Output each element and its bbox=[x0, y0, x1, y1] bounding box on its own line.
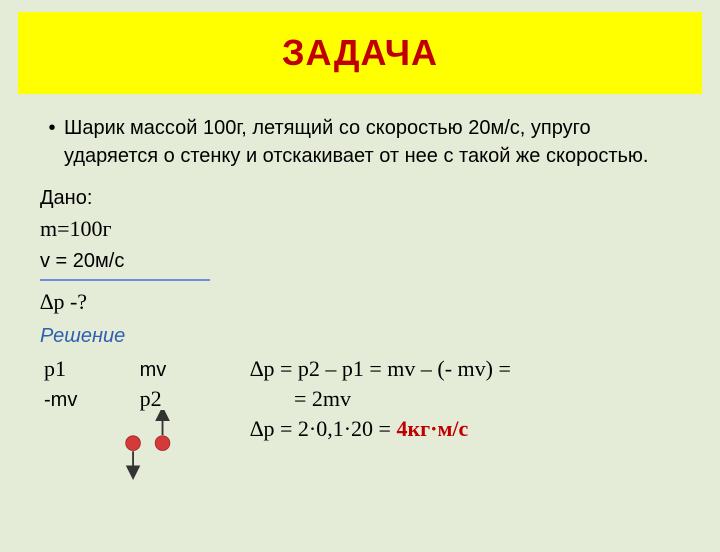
problem-statement: • Шарик массой 100г, летящий со скорость… bbox=[40, 114, 680, 170]
given-block: Дано: m=100г v = 20м/с ∆p -? Решение bbox=[40, 184, 680, 350]
given-label: Дано: bbox=[40, 184, 680, 212]
bullet-icon: • bbox=[40, 114, 64, 142]
derivation: ∆p = p2 – p1 = mv – (- mv) = = 2mv ∆p = … bbox=[250, 354, 511, 444]
label-mv: mv bbox=[140, 359, 167, 381]
slide-title: ЗАДАЧА bbox=[282, 32, 438, 74]
given-separator bbox=[40, 279, 210, 281]
given-v: v = 20м/с bbox=[40, 247, 680, 275]
label-p1: p1 bbox=[44, 354, 134, 384]
content-area: • Шарик массой 100г, летящий со скорость… bbox=[0, 94, 720, 504]
derivation-line-2: = 2mv bbox=[250, 384, 511, 414]
momentum-diagram bbox=[100, 410, 200, 480]
solution-area: p1 mv -mv p2 ∆p = p2 – p1 = mv – (- mv) … bbox=[40, 354, 680, 504]
solution-label: Решение bbox=[40, 322, 680, 350]
ball-right bbox=[155, 435, 170, 450]
title-banner: ЗАДАЧА bbox=[18, 12, 702, 94]
label-p2: p2 bbox=[140, 386, 162, 411]
final-answer: 4кг·м/с bbox=[396, 416, 468, 441]
problem-text: Шарик массой 100г, летящий со скоростью … bbox=[64, 114, 680, 170]
derivation-line-1: ∆p = p2 – p1 = mv – (- mv) = bbox=[250, 354, 511, 384]
derivation-line-3: ∆p = 2·0,1·20 = 4кг·м/с bbox=[250, 414, 511, 444]
diagram-labels: p1 mv -mv p2 bbox=[44, 354, 234, 414]
ball-left bbox=[126, 435, 141, 450]
labels-row-1: p1 mv bbox=[44, 354, 234, 384]
derivation-line-3-prefix: ∆p = 2·0,1·20 = bbox=[250, 416, 396, 441]
given-find: ∆p -? bbox=[40, 287, 680, 318]
given-m: m=100г bbox=[40, 214, 680, 245]
